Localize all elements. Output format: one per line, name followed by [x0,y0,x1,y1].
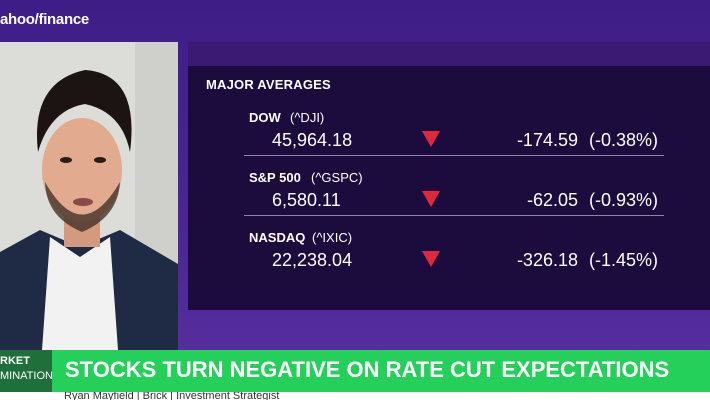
index-change: -62.05 [526,190,578,210]
index-symbol: (^DJI) [290,110,325,125]
index-name: S&P 500 [249,170,301,185]
index-price: 22,238.04 [272,250,353,270]
panel-title: MAJOR AVERAGES [206,77,331,92]
index-row-nasdaq: NASDAQ (^IXIC) 22,238.04 -326.18 (-1.45%… [188,222,710,282]
show-name-box: RKET MINATION [0,350,53,400]
index-name: NASDAQ [249,230,306,245]
down-arrow-icon [422,131,440,147]
speaker-caption: Ryan Mayfield | Brick | Investment Strat… [64,392,280,400]
index-name: DOW [249,110,281,125]
index-price: 6,580.11 [272,190,341,210]
averages-panel-body [188,66,710,310]
index-row-dow: DOW (^DJI) 45,964.18 -174.59 (-0.38%) [188,102,710,162]
headline-bar: STOCKS TURN NEGATIVE ON RATE CUT EXPECTA… [52,350,710,392]
show-name-line2: MINATION [0,370,53,382]
speaker-caption-bar: Ryan Mayfield | Brick | Investment Strat… [0,392,710,400]
presenter-image [0,42,178,350]
index-change: -326.18 [516,250,578,270]
major-averages-panel: MAJOR AVERAGES DOW (^DJI) 45,964.18 -174… [188,42,710,310]
row-divider [244,155,664,156]
down-arrow-icon [422,191,440,207]
video-feed [0,42,178,350]
row-divider [244,215,664,216]
yahoo-finance-logo: ahoo/finance [0,11,89,28]
index-symbol: (^GSPC) [311,170,363,185]
index-percent: (-0.93%) [588,190,658,210]
index-price: 45,964.18 [272,130,353,150]
index-row-sp500: S&P 500 (^GSPC) 6,580.11 -62.05 (-0.93%) [188,162,710,222]
index-symbol: (^IXIC) [312,230,353,245]
down-arrow-icon [422,251,440,267]
headline: STOCKS TURN NEGATIVE ON RATE CUT EXPECTA… [65,357,670,382]
show-name-line1: RKET [0,355,30,367]
index-percent: (-0.38%) [588,130,658,150]
index-percent: (-1.45%) [588,250,658,270]
index-change: -174.59 [516,130,578,150]
